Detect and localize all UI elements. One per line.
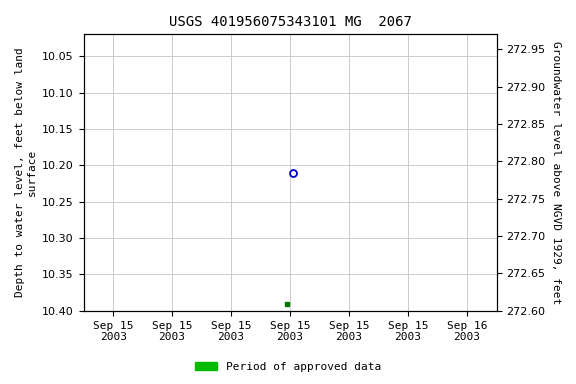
Y-axis label: Depth to water level, feet below land
surface: Depth to water level, feet below land su…: [15, 48, 37, 298]
Y-axis label: Groundwater level above NGVD 1929, feet: Groundwater level above NGVD 1929, feet: [551, 41, 561, 304]
Title: USGS 401956075343101 MG  2067: USGS 401956075343101 MG 2067: [169, 15, 411, 29]
Legend: Period of approved data: Period of approved data: [191, 358, 385, 377]
